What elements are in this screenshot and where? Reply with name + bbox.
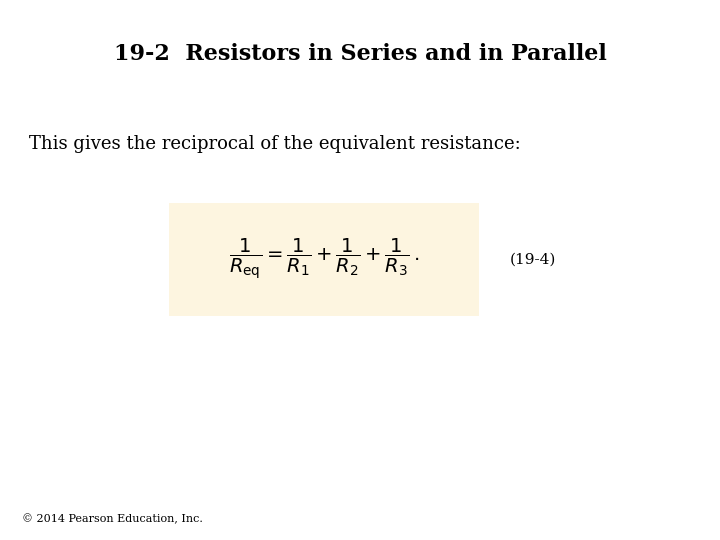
Text: $\dfrac{1}{R_{\mathrm{eq}}} = \dfrac{1}{R_1} + \dfrac{1}{R_2} + \dfrac{1}{R_3}\,: $\dfrac{1}{R_{\mathrm{eq}}} = \dfrac{1}{… bbox=[229, 237, 419, 281]
Text: This gives the reciprocal of the equivalent resistance:: This gives the reciprocal of the equival… bbox=[29, 135, 521, 153]
Text: © 2014 Pearson Education, Inc.: © 2014 Pearson Education, Inc. bbox=[22, 513, 202, 524]
Text: 19-2  Resistors in Series and in Parallel: 19-2 Resistors in Series and in Parallel bbox=[114, 43, 606, 65]
FancyBboxPatch shape bbox=[169, 202, 479, 316]
Text: (19-4): (19-4) bbox=[510, 252, 556, 266]
